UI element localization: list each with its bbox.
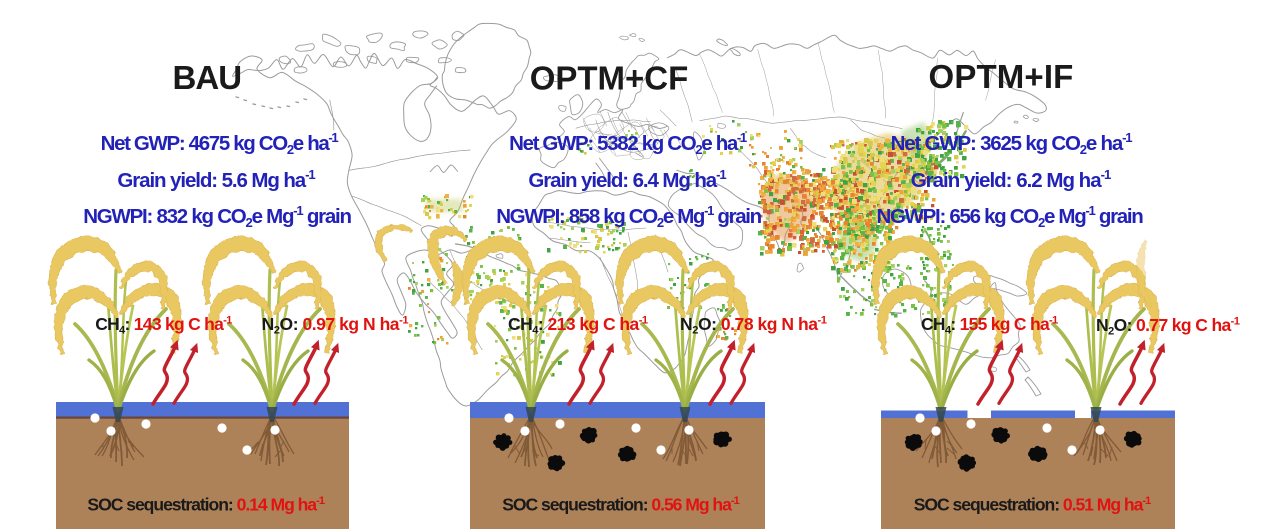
svg-text:N2​O: 0.78 kg N ha-1​: N2​O: 0.78 kg N ha-1​: [680, 314, 827, 337]
svg-text:N2​O: 0.77 kg C ha-1​: N2​O: 0.77 kg C ha-1​: [1096, 315, 1240, 338]
svg-text:NGWPI: 656 kg CO2​e Mg-1​ gra: NGWPI: 656 kg CO2​e Mg-1​ grain: [876, 203, 1143, 230]
svg-text:SOC sequestration: 0.51 Mg ha-: SOC sequestration: 0.51 Mg ha-1​: [914, 495, 1151, 515]
svg-text:OPTM+IF: OPTM+IF: [929, 58, 1074, 95]
svg-text:SOC sequestration: 0.14 Mg ha-: SOC sequestration: 0.14 Mg ha-1​: [87, 495, 324, 515]
svg-text:Net GWP: 3625 kg CO2​e ha-1​: Net GWP: 3625 kg CO2​e ha-1​: [891, 130, 1133, 157]
svg-text:NGWPI: 858 kg CO2​e Mg-1​ gra: NGWPI: 858 kg CO2​e Mg-1​ grain: [496, 203, 761, 230]
svg-text:Net GWP: 4675 kg CO2​e ha-1​: Net GWP: 4675 kg CO2​e ha-1​: [101, 130, 339, 157]
svg-text:CH4​: 155 kg C ha-1​: CH4​: 155 kg C ha-1​: [921, 314, 1058, 337]
svg-text:NGWPI: 832 kg CO2​e Mg-1​ gra: NGWPI: 832 kg CO2​e Mg-1​ grain: [83, 203, 351, 230]
svg-text:Net GWP: 5382 kg CO2​e ha-1​: Net GWP: 5382 kg CO2​e ha-1​: [509, 130, 747, 157]
svg-text:CH4​: 143 kg C ha-1​: CH4​: 143 kg C ha-1​: [95, 314, 232, 337]
svg-text:BAU: BAU: [173, 59, 242, 96]
svg-text:Grain yield: 6.4 Mg ha-1​: Grain yield: 6.4 Mg ha-1​: [528, 167, 726, 192]
svg-text:CH4​: 213 kg C ha-1​: CH4​: 213 kg C ha-1​: [508, 314, 648, 337]
svg-text:Grain yield: 6.2 Mg ha-1​: Grain yield: 6.2 Mg ha-1​: [911, 167, 1111, 192]
svg-text:SOC sequestration: 0.56 Mg ha-: SOC sequestration: 0.56 Mg ha-1​: [502, 495, 739, 515]
svg-text:Grain yield: 5.6 Mg ha-1​: Grain yield: 5.6 Mg ha-1​: [117, 167, 315, 192]
svg-text:N2​O: 0.97 kg N ha-1​: N2​O: 0.97 kg N ha-1​: [262, 314, 409, 337]
svg-text:OPTM+CF: OPTM+CF: [530, 60, 689, 97]
